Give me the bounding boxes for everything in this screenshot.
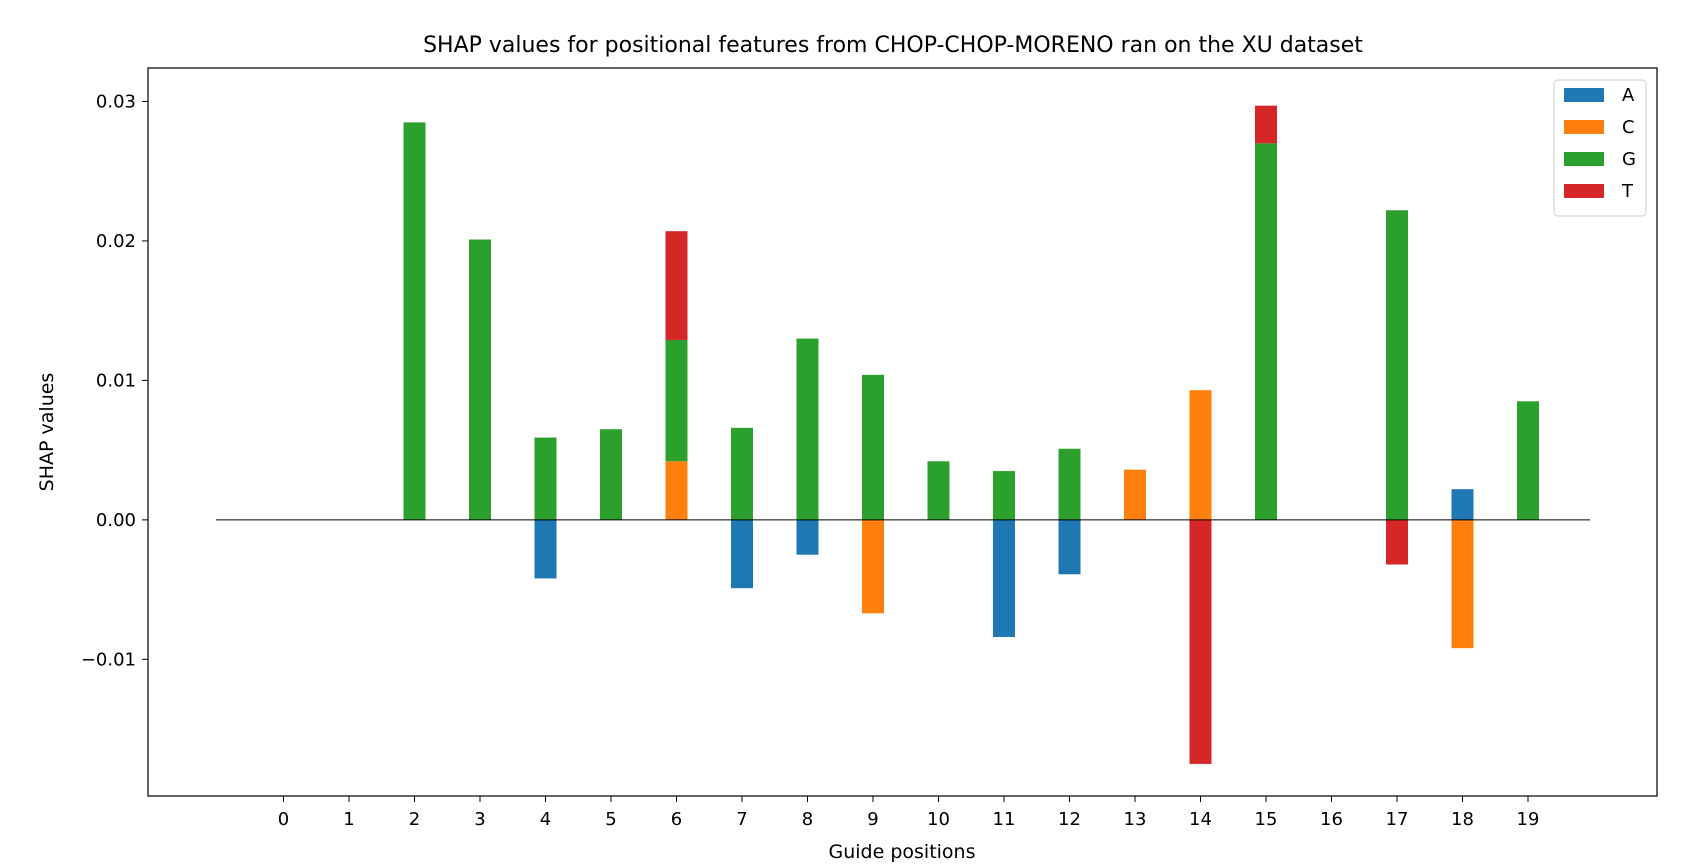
x-tick-label: 14 xyxy=(1189,809,1212,830)
legend-swatch-A xyxy=(1564,88,1604,102)
bar-A-pos-12 xyxy=(1058,519,1081,575)
bar-G-pos-11 xyxy=(993,471,1015,520)
bar-T-pos-6 xyxy=(665,231,688,340)
bar-A-pos-4 xyxy=(534,519,557,579)
bar-G-pos-4 xyxy=(534,437,557,520)
bar-T-pos-15 xyxy=(1255,105,1277,144)
x-tick-label: 10 xyxy=(927,809,950,830)
legend-swatch-T xyxy=(1564,184,1604,198)
x-tick-label: 2 xyxy=(409,809,420,830)
x-tick-label: 12 xyxy=(1058,809,1081,830)
x-axis: 0 1 2 3 4 5 6 7 8 9 10 11 12 13 14 15 16 17 18 19 xyxy=(278,796,1540,830)
x-tick-label: 1 xyxy=(343,809,354,830)
x-axis-label: Guide positions xyxy=(829,841,976,863)
y-tick-label: 0.00 xyxy=(96,510,136,531)
x-tick-label: 9 xyxy=(867,809,878,830)
bar-A-pos-11 xyxy=(993,519,1015,638)
bar-C-pos-13 xyxy=(1124,469,1146,520)
x-tick-label: 19 xyxy=(1517,809,1540,830)
legend-swatch-C xyxy=(1564,120,1604,134)
bar-G-pos-5 xyxy=(600,429,622,520)
legend-label-T: T xyxy=(1621,181,1634,202)
x-tick-label: 16 xyxy=(1320,809,1343,830)
x-tick-label: 17 xyxy=(1386,809,1409,830)
x-tick-label: 13 xyxy=(1124,809,1147,830)
bar-G-pos-19 xyxy=(1517,401,1539,520)
x-tick-label: 11 xyxy=(993,809,1016,830)
legend-label-C: C xyxy=(1622,117,1635,138)
bars-group xyxy=(403,105,1539,764)
bar-G-pos-7 xyxy=(731,427,753,520)
x-tick-label: 7 xyxy=(736,809,747,830)
legend-label-G: G xyxy=(1622,149,1636,170)
plot-area-frame xyxy=(147,67,1658,797)
bar-G-pos-10 xyxy=(927,461,950,520)
bar-G-pos-8 xyxy=(796,338,819,520)
legend-label-A: A xyxy=(1622,85,1635,106)
y-tick-label: −0.01 xyxy=(81,649,136,670)
chart-title: SHAP values for positional features from… xyxy=(423,33,1363,58)
bar-G-pos-9 xyxy=(862,374,884,520)
bar-C-pos-14 xyxy=(1189,390,1212,520)
x-tick-label: 5 xyxy=(605,809,616,830)
x-tick-label: 6 xyxy=(671,809,682,830)
y-tick-label: 0.01 xyxy=(96,370,136,391)
x-tick-label: 18 xyxy=(1451,809,1474,830)
bar-A-pos-7 xyxy=(731,519,753,589)
x-tick-label: 8 xyxy=(802,809,813,830)
y-tick-label: 0.02 xyxy=(96,231,136,252)
x-tick-label: 15 xyxy=(1255,809,1278,830)
bar-T-pos-17 xyxy=(1386,519,1408,565)
bar-C-pos-6 xyxy=(665,461,688,520)
bar-T-pos-14 xyxy=(1189,519,1212,764)
bar-A-pos-8 xyxy=(796,519,819,555)
bar-G-pos-2 xyxy=(403,122,426,520)
y-tick-label: 0.03 xyxy=(96,91,136,112)
bar-G-pos-17 xyxy=(1386,210,1408,520)
legend-frame xyxy=(1553,79,1647,217)
legend-swatch-G xyxy=(1564,152,1604,166)
bar-G-pos-15 xyxy=(1255,143,1277,520)
bar-C-pos-9 xyxy=(862,519,884,614)
y-axis: −0.01 0.00 0.01 0.02 0.03 xyxy=(81,91,148,670)
x-tick-label: 4 xyxy=(540,809,551,830)
bar-G-pos-3 xyxy=(469,239,491,520)
bar-A-pos-18 xyxy=(1451,489,1474,520)
x-tick-label: 3 xyxy=(474,809,485,830)
y-axis-label: SHAP values xyxy=(36,373,58,492)
bar-G-pos-12 xyxy=(1058,448,1081,520)
bar-G-pos-6 xyxy=(665,339,688,462)
x-tick-label: 0 xyxy=(278,809,289,830)
bar-C-pos-18 xyxy=(1451,519,1474,649)
